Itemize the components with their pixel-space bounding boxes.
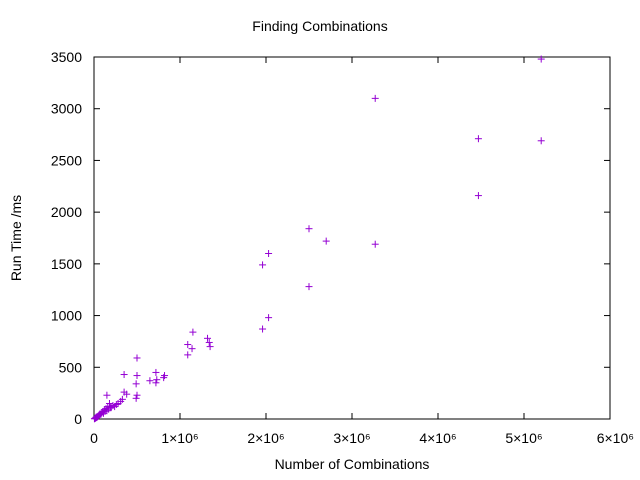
data-point (152, 379, 160, 387)
data-point (265, 314, 273, 322)
data-point (160, 374, 168, 382)
data-point (204, 334, 212, 342)
data-point (188, 345, 196, 353)
data-point (184, 341, 192, 349)
data-point (105, 399, 113, 407)
x-axis-label: Number of Combinations (274, 456, 430, 472)
data-point (146, 377, 154, 385)
y-tick-label: 2500 (51, 152, 82, 168)
data-point (305, 283, 313, 291)
x-tick-label: 5×10⁶ (505, 430, 542, 446)
chart-title: Finding Combinations (252, 18, 388, 34)
data-point (322, 237, 330, 245)
data-point (537, 137, 545, 145)
data-point (537, 55, 545, 63)
data-point (133, 391, 141, 399)
y-tick-label: 1000 (51, 308, 82, 324)
data-point (123, 390, 131, 398)
data-points (90, 55, 545, 423)
y-axis-label: Run Time /ms (8, 194, 24, 282)
data-point (205, 338, 213, 346)
y-tick-label: 1500 (51, 256, 82, 272)
y-tick-label: 0 (74, 411, 82, 427)
data-point (152, 368, 160, 376)
y-tick-label: 500 (59, 359, 83, 375)
data-point (206, 343, 214, 351)
x-tick-label: 3×10⁶ (333, 430, 370, 446)
plot-frame (93, 56, 611, 420)
data-point (474, 192, 482, 200)
x-tick-label: 0 (90, 430, 98, 446)
data-point (189, 328, 197, 336)
data-point (106, 404, 114, 412)
x-tick-label: 1×10⁶ (161, 430, 198, 446)
y-tick-label: 2000 (51, 204, 82, 220)
data-point (305, 225, 313, 233)
data-point (133, 354, 141, 362)
data-point (265, 250, 273, 258)
data-point (474, 135, 482, 143)
data-point (92, 413, 100, 421)
data-point (114, 399, 122, 407)
data-point (132, 394, 140, 402)
data-point (184, 351, 192, 359)
axis-ticks: 0 500 1000 1500 2000 2500 3000 3500 0 1×10⁶ 2×10⁶ 3… (51, 49, 634, 446)
x-tick-label: 4×10⁶ (419, 430, 456, 446)
data-point (153, 376, 161, 384)
data-point (259, 325, 267, 333)
data-point (105, 405, 113, 413)
x-tick-label: 6×10⁶ (597, 430, 634, 446)
data-point (103, 391, 111, 399)
x-tick-label: 2×10⁶ (247, 430, 284, 446)
y-tick-label: 3500 (51, 49, 82, 65)
data-point (371, 240, 379, 248)
data-point (133, 372, 141, 380)
data-point (259, 261, 267, 269)
data-point (120, 371, 128, 379)
y-tick-label: 3000 (51, 101, 82, 117)
data-point (371, 94, 379, 102)
data-point (111, 403, 119, 411)
data-point (132, 380, 140, 388)
